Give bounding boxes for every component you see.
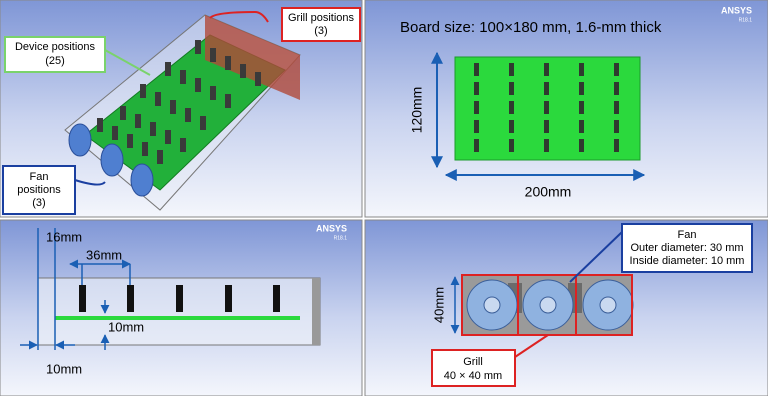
callout-text: (3) [314,25,327,37]
title: Board size: 100×180 mm, 1.6-mm thick [400,19,662,36]
callout-box [281,7,361,42]
iso-model [64,10,301,211]
callout-text: Grill positions [288,12,355,24]
logo: ANSYS [721,5,752,15]
devices [79,285,280,312]
callout-box [2,165,76,215]
version: R18.1 [739,17,753,23]
leader [569,231,623,283]
dim-label: 36mm [86,247,122,262]
callout-text: Fan [678,229,697,241]
dim-label: 120mm [409,87,425,134]
dim-label: 10mm [46,361,82,376]
fan-hubs [483,296,617,314]
dimensions [20,228,131,350]
grill-boxes [461,274,633,336]
dim-label: 16mm [46,229,82,244]
callout-text: Device positions [15,41,96,53]
callout-text: Grill [463,356,483,368]
callout-text: Outer diameter: 30 mm [630,242,743,254]
callout-text: (3) [32,197,45,209]
callout-box [431,349,516,387]
callout-text: 40 × 40 mm [444,370,502,382]
dim-label: 200mm [525,184,572,200]
logo: ANSYS [316,223,347,233]
callout-text: (25) [45,55,65,67]
grill [312,278,320,345]
dim-label: 10mm [108,319,144,334]
callout-box [621,223,753,273]
dim-label: 40mm [431,287,446,323]
devices [474,63,619,152]
leader [514,334,549,358]
callout-box [4,36,106,73]
callout-text: positions [17,184,61,196]
callout-text: Fan [30,171,49,183]
callout-text: Inside diameter: 10 mm [630,255,745,267]
version: R18.1 [334,235,348,241]
